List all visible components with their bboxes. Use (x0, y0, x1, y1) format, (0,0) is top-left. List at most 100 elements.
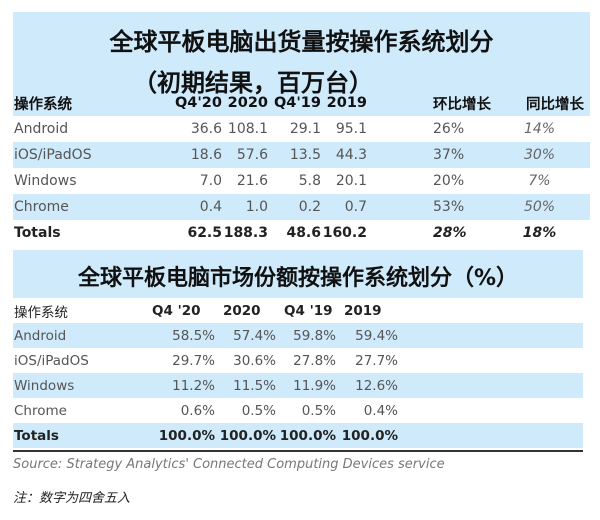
cell-yoy: 18% (522, 225, 557, 241)
cell-os: iOS/iPadOS (14, 147, 92, 163)
cell-yoy: 30% (523, 147, 556, 163)
table-row: Android 58.5% 57.4% 59.8% 59.4% (13, 323, 583, 348)
totals-row: Totals 62.5 188.3 48.6 160.2 28% 18% (13, 220, 590, 246)
cell-2020: 11.5% (233, 377, 276, 394)
cell-2019: 27.7% (355, 352, 398, 369)
cell-spacer (398, 323, 583, 348)
cell-2019: 12.6% (355, 377, 398, 394)
cell-os: Android (14, 327, 67, 344)
cell-q4-20: 29.7% (172, 352, 215, 369)
cell-q4-19: 13.5 (289, 147, 321, 163)
shipments-subtitle: （初期结果，百万台） (133, 69, 373, 97)
cell-2019: 20.1 (335, 173, 367, 189)
header-q4-19: Q4 '19 (284, 302, 333, 319)
cell-spacer (398, 348, 583, 373)
cell-2020: 108.1 (227, 121, 268, 137)
cell-q4-20: 62.5 (187, 225, 222, 241)
header-q4-20: Q4'20 (174, 95, 222, 111)
cell-qoq: 37% (433, 147, 465, 163)
cell-q4-19: 5.8 (298, 173, 321, 189)
cell-yoy: 7% (528, 173, 551, 189)
cell-q4-20: 0.6% (180, 402, 215, 419)
cell-q4-20: 100.0% (158, 427, 215, 444)
cell-q4-20: 0.4 (199, 199, 222, 215)
header-os: 操作系统 (14, 96, 72, 113)
share-header-row: 操作系统 Q4 '20 2020 Q4 '19 2019 (13, 298, 583, 323)
shipments-header-row: 操作系统 Q4'20 2020 Q4'19 2019 环比增长 同比增长 (13, 90, 590, 116)
cell-2019: 44.3 (335, 147, 367, 163)
cell-q4-20: 11.2% (172, 377, 215, 394)
totals-row: Totals 100.0% 100.0% 100.0% 100.0% (13, 423, 583, 448)
cell-q4-19: 59.8% (293, 327, 336, 344)
table-row: Android 36.6 108.1 29.1 95.1 26% 14% (13, 116, 590, 142)
cell-q4-19: 0.5% (301, 402, 336, 419)
cell-2020: 57.4% (233, 327, 276, 344)
cell-2020: 1.0 (245, 199, 268, 215)
header-2020: 2020 (223, 302, 261, 319)
table-row: iOS/iPadOS 29.7% 30.6% 27.8% 27.7% (13, 348, 583, 373)
cell-yoy: 50% (523, 199, 556, 215)
cell-spacer (398, 423, 583, 448)
table-bottom-rule (13, 450, 583, 452)
cell-2019: 59.4% (355, 327, 398, 344)
cell-qoq: 26% (433, 121, 465, 137)
cell-os: Android (14, 121, 69, 137)
cell-2019: 0.4% (363, 402, 398, 419)
cell-2019: 0.7 (344, 199, 367, 215)
cell-2020: 21.6 (236, 173, 268, 189)
header-yoy: 同比增长 (526, 96, 584, 113)
cell-os: Totals (14, 225, 61, 241)
cell-qoq: 20% (433, 173, 465, 189)
source-note: Source: Strategy Analytics' Connected Co… (13, 457, 445, 472)
share-title: 全球平板电脑市场份额按操作系统划分（%） (77, 266, 519, 291)
header-2020: 2020 (227, 95, 268, 111)
cell-2020: 100.0% (219, 427, 276, 444)
header-spacer (398, 298, 583, 323)
header-os: 操作系统 (14, 304, 68, 321)
header-2019: 2019 (326, 95, 367, 111)
cell-os: Chrome (14, 402, 67, 419)
cell-2020: 57.6 (236, 147, 268, 163)
cell-2019: 100.0% (341, 427, 398, 444)
cell-q4-19: 0.2 (298, 199, 321, 215)
cell-q4-19: 100.0% (279, 427, 336, 444)
cell-2019: 95.1 (335, 121, 367, 137)
cell-spacer (398, 398, 583, 423)
cell-2019: 160.2 (322, 225, 367, 241)
cell-q4-19: 27.8% (293, 352, 336, 369)
table-row: iOS/iPadOS 18.6 57.6 13.5 44.3 37% 30% (13, 142, 590, 168)
cell-2020: 188.3 (223, 225, 268, 241)
cell-q4-20: 7.0 (199, 173, 222, 189)
cell-q4-19: 11.9% (293, 377, 336, 394)
cell-yoy: 14% (523, 121, 556, 137)
table-row: Chrome 0.4 1.0 0.2 0.7 53% 50% (13, 194, 590, 220)
cell-2020: 0.5% (241, 402, 276, 419)
shipments-title: 全球平板电脑出货量按操作系统划分 (109, 28, 494, 56)
header-q4-20: Q4 '20 (152, 302, 201, 319)
cell-q4-19: 48.6 (286, 225, 321, 241)
header-2019: 2019 (344, 302, 382, 319)
share-table: 操作系统 Q4 '20 2020 Q4 '19 2019 Android 58.… (13, 298, 583, 448)
rounding-note: 注：数字为四舍五入 (13, 491, 131, 506)
header-q4-19: Q4'19 (273, 95, 321, 111)
cell-2020: 30.6% (233, 352, 276, 369)
shipments-table: 操作系统 Q4'20 2020 Q4'19 2019 环比增长 同比增长 And… (13, 90, 590, 246)
cell-qoq: 53% (433, 199, 465, 215)
table-row: Chrome 0.6% 0.5% 0.5% 0.4% (13, 398, 583, 423)
shipments-title-panel: 全球平板电脑出货量按操作系统划分 （初期结果，百万台） (13, 12, 590, 116)
cell-os: Chrome (14, 199, 69, 215)
table-row: Windows 11.2% 11.5% 11.9% 12.6% (13, 373, 583, 398)
cell-qoq: 28% (433, 225, 467, 241)
cell-os: iOS/iPadOS (14, 352, 89, 369)
cell-q4-20: 58.5% (172, 327, 215, 344)
cell-os: Totals (14, 427, 59, 444)
share-title-panel: 全球平板电脑市场份额按操作系统划分（%） (13, 250, 583, 298)
cell-q4-20: 36.6 (190, 121, 222, 137)
cell-spacer (398, 373, 583, 398)
cell-os: Windows (14, 173, 77, 189)
cell-os: Windows (14, 377, 75, 394)
cell-q4-19: 29.1 (289, 121, 321, 137)
header-qoq: 环比增长 (433, 96, 491, 113)
cell-q4-20: 18.6 (190, 147, 222, 163)
table-row: Windows 7.0 21.6 5.8 20.1 20% 7% (13, 168, 590, 194)
